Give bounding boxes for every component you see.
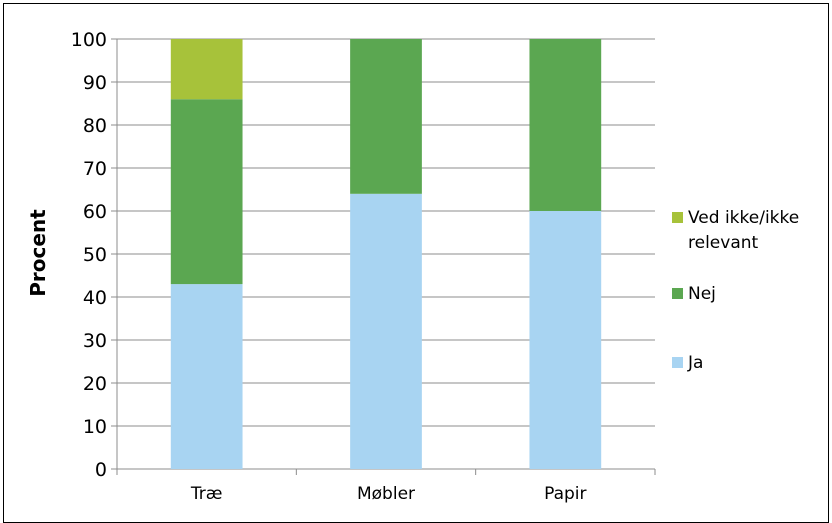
legend-label: Ved ikke/ikke relevant bbox=[688, 208, 799, 253]
y-tick-label: 100 bbox=[71, 29, 107, 51]
x-tick-label: Papir bbox=[544, 484, 586, 504]
bars bbox=[170, 39, 602, 470]
bar-ja bbox=[170, 284, 243, 469]
y-tick-label: 90 bbox=[83, 72, 107, 94]
legend-label-line: Nej bbox=[688, 284, 716, 304]
y-tick-label: 10 bbox=[83, 416, 107, 438]
y-tick-label: 0 bbox=[95, 459, 107, 481]
y-tick-label: 60 bbox=[83, 201, 107, 223]
bar-ved-ikke-ikke-relevant bbox=[170, 39, 243, 100]
y-tick-label: 20 bbox=[83, 373, 107, 395]
bar-ja bbox=[529, 211, 602, 469]
legend: Ved ikke/ikke relevant Nej Ja bbox=[672, 208, 799, 373]
y-tick-label: 40 bbox=[83, 287, 107, 309]
legend-label: Ja bbox=[687, 353, 703, 373]
y-axis-title: Procent bbox=[26, 209, 50, 297]
bar-nej bbox=[170, 99, 243, 285]
legend-label: Nej bbox=[688, 284, 716, 304]
x-tick-label: Træ bbox=[190, 484, 223, 504]
y-tick-label: 70 bbox=[83, 158, 107, 180]
bar-ja bbox=[350, 193, 422, 470]
bar-nej bbox=[529, 39, 602, 211]
legend-label-line: Ved ikke/ikke bbox=[688, 208, 799, 228]
legend-swatch bbox=[672, 357, 683, 368]
y-tick-label: 30 bbox=[83, 330, 107, 352]
y-tick-label: 80 bbox=[83, 115, 107, 137]
x-tick-label: Møbler bbox=[357, 484, 415, 504]
legend-swatch bbox=[672, 288, 683, 299]
bar-nej bbox=[350, 39, 422, 194]
legend-label-line: Ja bbox=[687, 353, 703, 373]
stacked-bar-chart: 0 10 20 30 40 50 60 70 80 90 100 Træ Møbler Papir Ved… bbox=[26, 29, 799, 504]
legend-label-line: relevant bbox=[688, 233, 759, 253]
y-tick-label: 50 bbox=[83, 244, 107, 266]
legend-swatch bbox=[672, 212, 683, 223]
